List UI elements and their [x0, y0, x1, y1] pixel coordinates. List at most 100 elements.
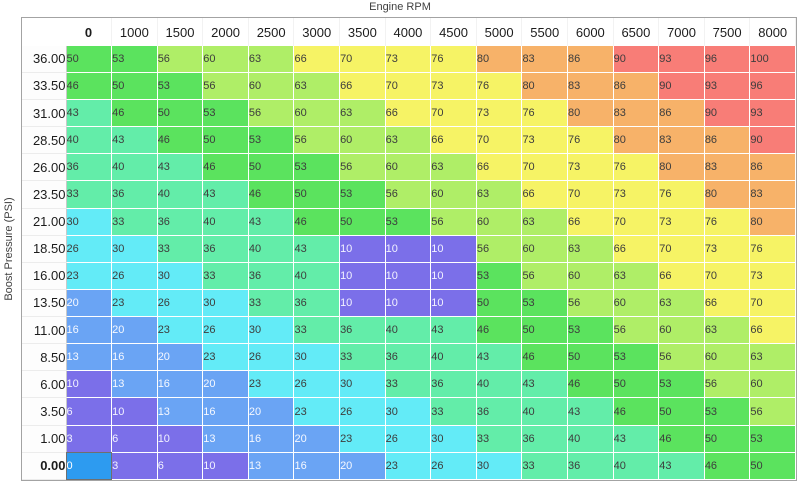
cell[interactable]: 43 — [613, 425, 660, 453]
row-header-psi-23.50[interactable]: 23.50 — [22, 180, 67, 209]
cell[interactable]: 10 — [66, 370, 113, 399]
cell[interactable]: 30 — [293, 343, 341, 372]
cell[interactable]: 50 — [521, 316, 569, 345]
cell[interactable]: 56 — [385, 180, 432, 209]
cell[interactable]: 60 — [476, 208, 523, 236]
cell[interactable]: 96 — [704, 46, 751, 73]
row-header-psi-1.00[interactable]: 1.00 — [22, 425, 67, 453]
cell[interactable]: 60 — [430, 180, 477, 209]
cell[interactable]: 60 — [385, 153, 432, 182]
cell[interactable]: 30 — [66, 208, 113, 236]
row-header-psi-33.50[interactable]: 33.50 — [22, 72, 67, 100]
cell[interactable]: 66 — [613, 235, 660, 263]
cell[interactable]: 33 — [157, 235, 204, 263]
cell[interactable]: 76 — [476, 72, 523, 100]
cell[interactable]: 40 — [157, 180, 204, 209]
cell[interactable]: 73 — [521, 126, 569, 155]
row-header-psi-18.50[interactable]: 18.50 — [22, 235, 67, 263]
cell[interactable]: 36 — [567, 452, 614, 481]
row-header-psi-26.00[interactable]: 26.00 — [22, 153, 67, 182]
cell[interactable]: 63 — [567, 235, 614, 263]
cell[interactable]: 50 — [248, 153, 295, 182]
column-header-rpm-1500[interactable]: 1500 — [157, 18, 204, 46]
cell[interactable]: 10 — [339, 235, 386, 263]
cell[interactable]: 33 — [202, 262, 249, 290]
cell[interactable]: 10 — [430, 289, 477, 318]
cell[interactable]: 53 — [293, 153, 341, 182]
cell[interactable]: 23 — [385, 452, 432, 481]
cell[interactable]: 43 — [66, 99, 113, 128]
cell[interactable]: 53 — [567, 316, 614, 345]
cell[interactable]: 43 — [567, 397, 614, 426]
cell[interactable]: 40 — [430, 343, 477, 372]
cell[interactable]: 23 — [248, 370, 295, 399]
cell[interactable]: 16 — [66, 316, 113, 345]
cell[interactable]: 20 — [339, 452, 386, 481]
cell[interactable]: 50 — [339, 208, 386, 236]
cell[interactable]: 36 — [339, 316, 386, 345]
cell[interactable]: 40 — [66, 126, 113, 155]
row-header-psi-11.00[interactable]: 11.00 — [22, 316, 67, 345]
cell[interactable]: 10 — [385, 262, 432, 290]
column-header-rpm-7500[interactable]: 7500 — [704, 18, 751, 46]
cell[interactable]: 63 — [613, 262, 660, 290]
cell[interactable]: 56 — [339, 153, 386, 182]
cell[interactable]: 33 — [430, 397, 477, 426]
cell[interactable]: 53 — [111, 46, 158, 73]
cell[interactable]: 70 — [430, 99, 477, 128]
cell[interactable]: 76 — [430, 46, 477, 73]
row-header-psi-6.00[interactable]: 6.00 — [22, 370, 67, 399]
cell[interactable]: 46 — [157, 126, 204, 155]
cell[interactable]: 80 — [613, 126, 660, 155]
column-header-rpm-8000[interactable]: 8000 — [749, 18, 796, 46]
column-header-rpm-2000[interactable]: 2000 — [202, 18, 249, 46]
column-header-rpm-5500[interactable]: 5500 — [521, 18, 569, 46]
cell[interactable]: 73 — [476, 99, 523, 128]
cell[interactable]: 50 — [658, 397, 705, 426]
cell[interactable]: 6 — [66, 397, 113, 426]
cell[interactable]: 63 — [704, 316, 751, 345]
cell[interactable]: 60 — [248, 72, 295, 100]
cell[interactable]: 23 — [293, 397, 341, 426]
cell[interactable]: 76 — [749, 235, 796, 263]
column-header-rpm-6500[interactable]: 6500 — [613, 18, 660, 46]
cell[interactable]: 63 — [339, 99, 386, 128]
cell[interactable]: 46 — [521, 343, 569, 372]
cell[interactable]: 16 — [111, 343, 158, 372]
cell[interactable]: 23 — [339, 425, 386, 453]
cell[interactable]: 46 — [293, 208, 341, 236]
cell[interactable]: 73 — [613, 180, 660, 209]
cell[interactable]: 16 — [293, 452, 341, 481]
cell[interactable]: 20 — [293, 425, 341, 453]
cell[interactable]: 30 — [339, 370, 386, 399]
cell[interactable]: 70 — [476, 126, 523, 155]
cell[interactable]: 30 — [385, 397, 432, 426]
cell[interactable]: 76 — [567, 126, 614, 155]
cell[interactable]: 26 — [202, 316, 249, 345]
cell[interactable]: 23 — [157, 316, 204, 345]
cell[interactable]: 53 — [248, 126, 295, 155]
cell[interactable]: 63 — [658, 289, 705, 318]
cell[interactable]: 26 — [293, 370, 341, 399]
cell[interactable]: 33 — [66, 180, 113, 209]
cell[interactable]: 10 — [430, 262, 477, 290]
cell[interactable]: 26 — [248, 343, 295, 372]
cell[interactable]: 33 — [248, 289, 295, 318]
cell[interactable]: 83 — [521, 46, 569, 73]
cell[interactable]: 53 — [749, 425, 796, 453]
cell[interactable]: 46 — [658, 425, 705, 453]
cell[interactable]: 46 — [248, 180, 295, 209]
cell[interactable]: 60 — [339, 126, 386, 155]
cell[interactable]: 10 — [339, 262, 386, 290]
cell[interactable]: 50 — [111, 72, 158, 100]
column-header-rpm-0[interactable]: 0 — [66, 18, 113, 46]
cell[interactable]: 50 — [613, 370, 660, 399]
cell[interactable]: 66 — [476, 153, 523, 182]
cell[interactable]: 10 — [385, 289, 432, 318]
cell[interactable]: 30 — [248, 316, 295, 345]
cell[interactable]: 36 — [66, 153, 113, 182]
cell[interactable]: 40 — [613, 452, 660, 481]
cell[interactable]: 63 — [293, 72, 341, 100]
cell[interactable]: 40 — [567, 425, 614, 453]
cell[interactable]: 70 — [567, 180, 614, 209]
